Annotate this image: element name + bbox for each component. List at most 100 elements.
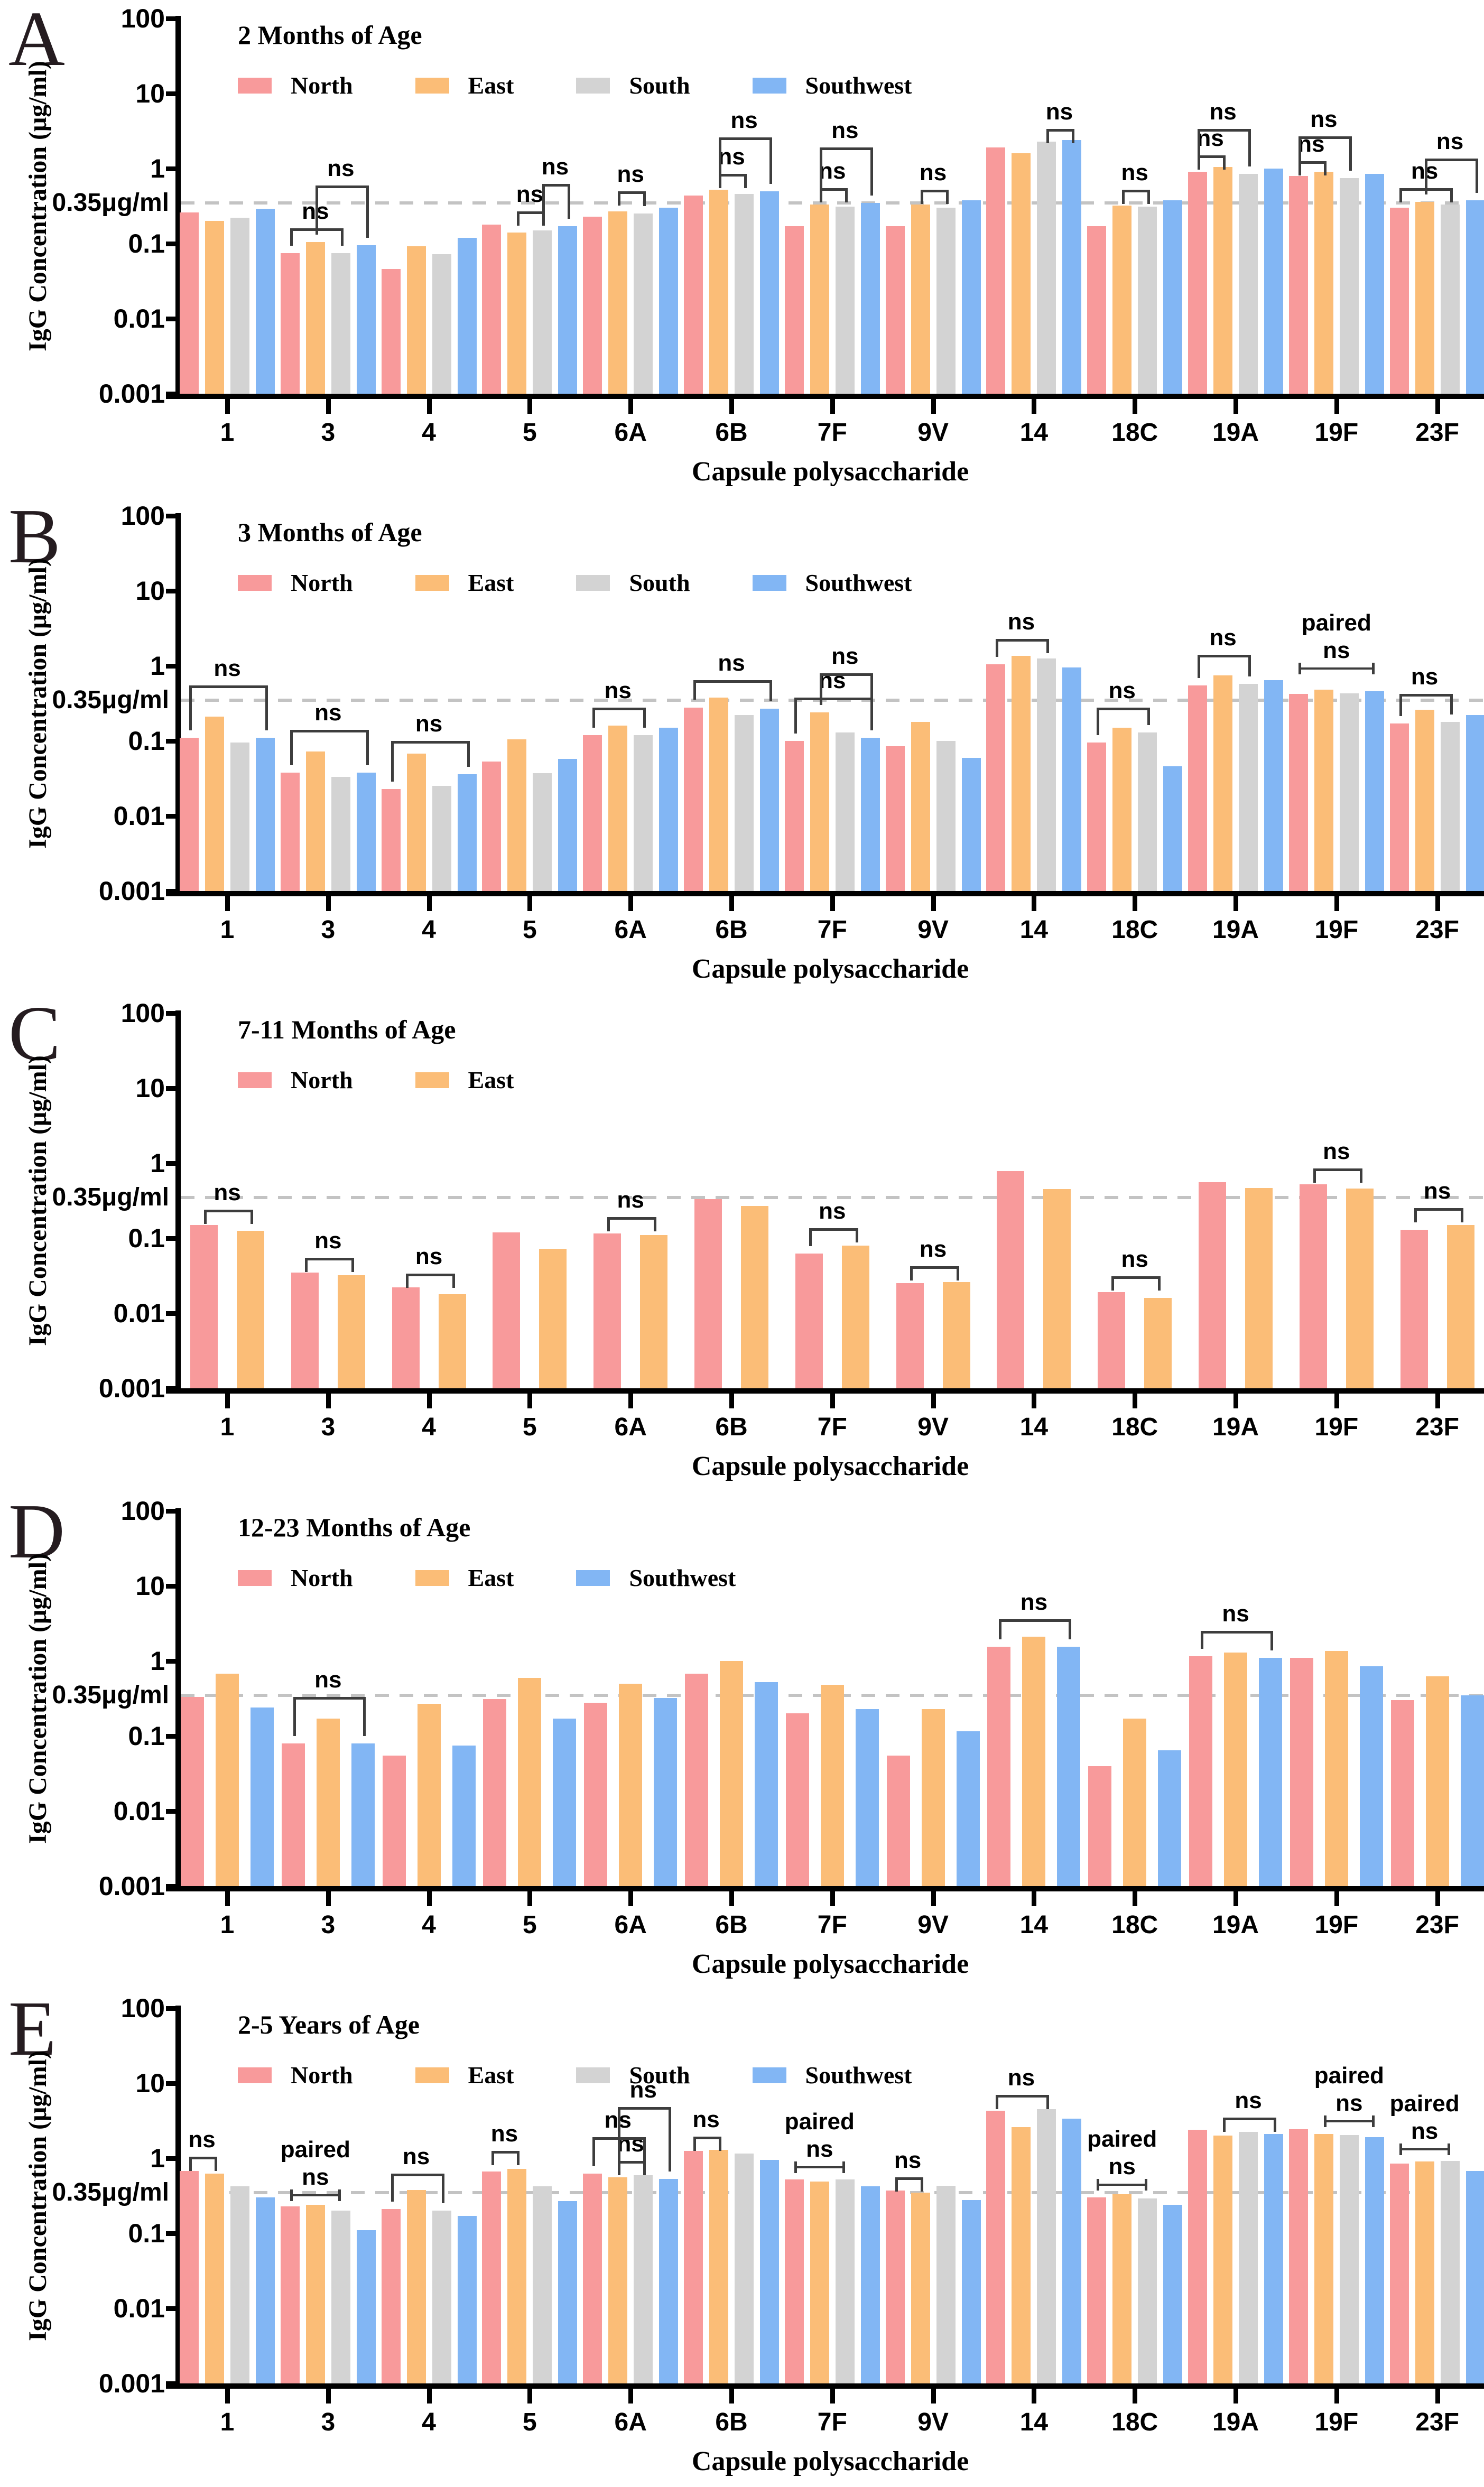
y-tick-label: 0.001 bbox=[98, 2369, 165, 2398]
annotation-ns-19F-leg bbox=[1349, 138, 1352, 171]
bar-south-6B bbox=[735, 2154, 754, 2383]
annotation-ns-7F-label: ns bbox=[819, 157, 846, 184]
annotation-ns-23F-leg bbox=[1475, 161, 1478, 193]
annotation-paired-ns-19F-line bbox=[1323, 2120, 1375, 2123]
bar-east-14 bbox=[1012, 656, 1031, 891]
bar-south-19A bbox=[1239, 174, 1258, 394]
bar-south-23F bbox=[1440, 2161, 1460, 2383]
x-tick-label-14: 14 bbox=[1019, 1911, 1049, 1939]
legend-swatch-southwest bbox=[752, 2067, 786, 2083]
x-tick-label-6A: 6A bbox=[614, 916, 647, 944]
annotation-ns-7F-label: ns bbox=[831, 117, 859, 144]
x-tick-mark bbox=[729, 2389, 734, 2404]
y-tick-label: 0.001 bbox=[98, 1374, 165, 1403]
bar-east-5 bbox=[539, 1249, 567, 1388]
x-tick-label-6A: 6A bbox=[614, 1413, 647, 1441]
y-tick-label: 1 bbox=[150, 651, 165, 681]
annotation-ns-14-label: ns bbox=[1045, 98, 1073, 125]
bar-east-19F bbox=[1346, 1188, 1374, 1388]
y-tick-label: 1 bbox=[150, 1646, 165, 1676]
bar-southwest-6A bbox=[659, 727, 679, 891]
legend-label: East bbox=[468, 1066, 514, 1093]
bar-southwest-3 bbox=[356, 772, 376, 891]
annotation-ns-3-bar bbox=[315, 185, 369, 188]
x-tick-mark bbox=[1032, 399, 1037, 414]
legend: North East bbox=[238, 1066, 514, 1094]
panel-c: C IgG Concentration (μg/ml) 100 10 1 0.1 0.01 0… bbox=[0, 995, 1484, 1492]
bar-southwest-4 bbox=[457, 774, 477, 891]
x-tick-mark bbox=[1435, 1394, 1440, 1408]
annotation-ns-19A-leg bbox=[1223, 157, 1226, 170]
bar-south-19F bbox=[1339, 178, 1359, 394]
bar-south-4 bbox=[432, 2211, 451, 2383]
bar-south-6B bbox=[735, 193, 754, 394]
legend-item-east: East bbox=[415, 71, 514, 99]
bar-southwest-4 bbox=[452, 1745, 476, 1886]
bar-east-18C bbox=[1144, 1298, 1172, 1388]
bar-north-23F bbox=[1389, 723, 1409, 891]
bar-north-3 bbox=[281, 1743, 305, 1886]
bar-north-19F bbox=[1288, 2129, 1308, 2383]
bar-east-6B bbox=[720, 1661, 743, 1886]
y-axis-line bbox=[175, 513, 181, 896]
annotation-ns-18C-leg bbox=[1147, 192, 1151, 205]
annotation-ns-19A-leg bbox=[1274, 2120, 1276, 2132]
panel-a: A IgG Concentration (μg/ml) 100 10 1 0.1 0.01 0… bbox=[0, 0, 1484, 497]
bar-north-4 bbox=[382, 1755, 406, 1886]
bar-east-7F bbox=[810, 205, 829, 394]
x-tick-label-1: 1 bbox=[220, 1911, 235, 1939]
bar-east-6B bbox=[709, 190, 728, 394]
bar-north-19F bbox=[1299, 1184, 1327, 1388]
x-tick-mark bbox=[1435, 1891, 1440, 1906]
x-tick-mark bbox=[1435, 399, 1440, 414]
bar-east-4 bbox=[406, 246, 426, 394]
x-tick-label-18C: 18C bbox=[1111, 1911, 1158, 1939]
annotation-ns-6A-label: ns bbox=[617, 2131, 644, 2157]
annotation-ns-19A-leg bbox=[1198, 131, 1200, 165]
panel-letter-e: E bbox=[8, 1985, 57, 2072]
annotation-ns-6B-label: ns bbox=[718, 144, 745, 170]
y-tick-label: 10 bbox=[135, 79, 165, 108]
y-tick-label: 100 bbox=[120, 501, 165, 531]
bar-southwest-14 bbox=[1062, 2118, 1082, 2383]
legend-label: South bbox=[629, 72, 690, 99]
y-tick-label: 0.001 bbox=[98, 379, 165, 409]
y-tick-mark bbox=[166, 16, 181, 21]
annotation-ns-9V-leg bbox=[920, 2179, 923, 2192]
annotation-ns-6B-bar bbox=[719, 137, 772, 141]
x-tick-mark bbox=[1133, 1891, 1138, 1906]
annotation-ns-3-leg bbox=[290, 732, 293, 765]
x-tick-label-14: 14 bbox=[1019, 2408, 1049, 2436]
x-tick-label-6A: 6A bbox=[614, 1911, 647, 1939]
legend-item-southwest: Southwest bbox=[752, 2061, 912, 2089]
y-tick-label: 10 bbox=[135, 2068, 165, 2098]
bar-southwest-14 bbox=[1062, 667, 1082, 891]
annotation-ns-6A-leg bbox=[643, 193, 646, 207]
x-tick-mark bbox=[830, 2389, 835, 2404]
x-tick-mark bbox=[1133, 399, 1138, 414]
annotation-ns-1-label: ns bbox=[214, 1180, 241, 1205]
legend-item-south: South bbox=[576, 2061, 690, 2089]
annotation-ns-6A-leg bbox=[592, 2140, 596, 2167]
annotation-paired-ns-18C-tick-left bbox=[1097, 2178, 1100, 2191]
annotation-ns-6A-label: ns bbox=[617, 161, 644, 187]
x-tick-label-19A: 19A bbox=[1212, 916, 1259, 944]
y-tick-mark bbox=[166, 514, 181, 518]
bar-north-18C bbox=[1087, 2197, 1107, 2383]
annotation-paired-ns-7F-tick-right bbox=[842, 2161, 845, 2174]
x-tick-mark bbox=[729, 399, 734, 414]
x-tick-mark bbox=[1334, 896, 1339, 911]
bar-east-6B bbox=[709, 2149, 728, 2383]
x-tick-mark bbox=[1435, 896, 1440, 911]
x-tick-mark bbox=[1435, 2389, 1440, 2404]
x-tick-mark bbox=[1334, 1891, 1339, 1906]
y-tick-mark bbox=[166, 664, 181, 669]
annotation-ns-9V-leg bbox=[910, 1269, 913, 1281]
x-axis-line bbox=[166, 1886, 1484, 1891]
y-tick-label: 10 bbox=[135, 1073, 165, 1103]
bar-north-9V bbox=[885, 746, 905, 891]
annotation-ns-23F-label: ns bbox=[1411, 664, 1439, 690]
x-tick-label-18C: 18C bbox=[1111, 419, 1158, 447]
annotation-paired-ns-18C-tick-right bbox=[1145, 2178, 1148, 2191]
y-tick-mark bbox=[166, 2231, 181, 2236]
